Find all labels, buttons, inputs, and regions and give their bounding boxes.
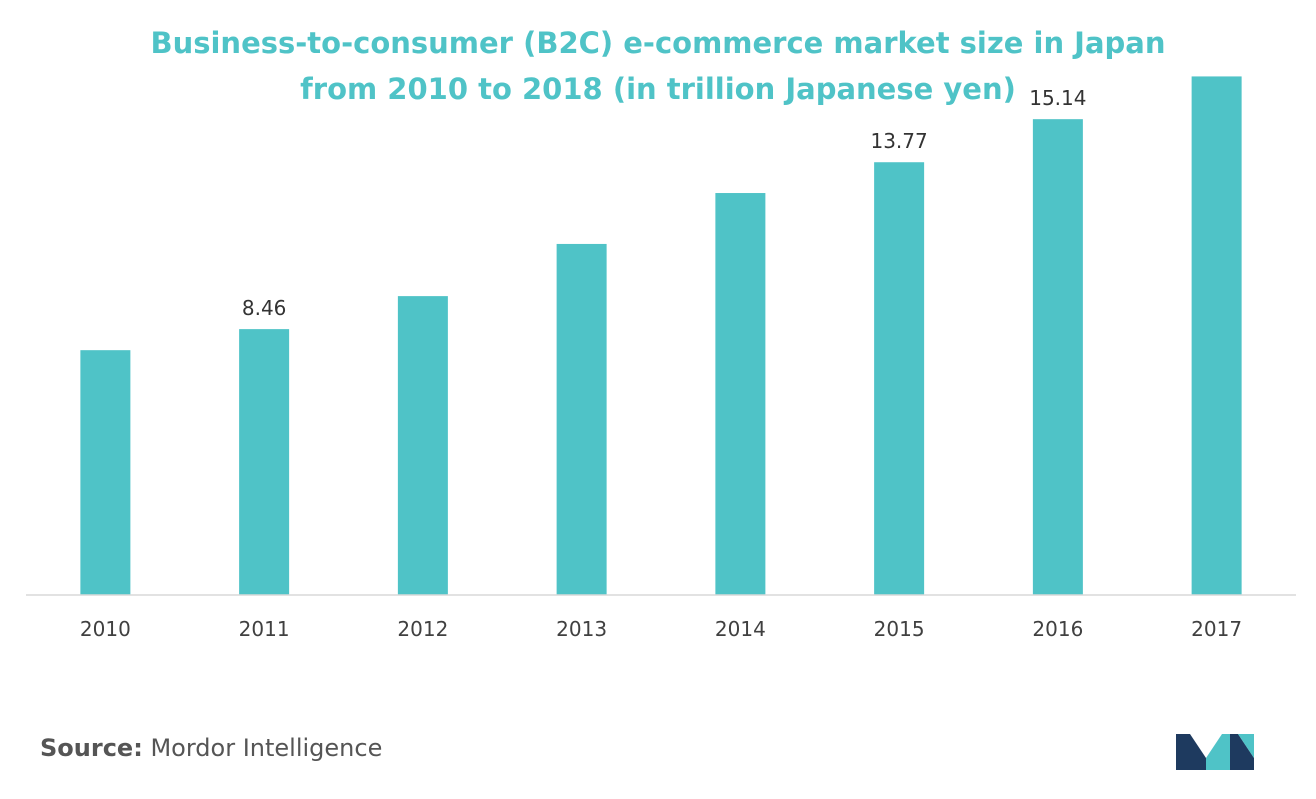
data-label-2015: 13.77 — [870, 129, 927, 153]
bar-2016 — [1032, 119, 1083, 596]
source-text: Mordor Intelligence — [150, 734, 383, 762]
data-label-2016: 15.14 — [1029, 86, 1086, 110]
bar-2012 — [397, 296, 448, 595]
source-note: Source: Mordor Intelligence — [40, 734, 382, 762]
bar-2013 — [556, 243, 607, 595]
x-tick-label-2010: 2010 — [80, 617, 131, 641]
bar-2010 — [80, 350, 131, 595]
chart-title-line-1: Business-to-consumer (B2C) e-commerce ma… — [150, 26, 1166, 60]
bar-2014 — [715, 193, 766, 595]
x-tick-label-2017: 2017 — [1191, 617, 1242, 641]
data-label-2011: 8.46 — [242, 296, 287, 320]
bar-2015 — [874, 162, 925, 595]
bar-2017 — [1191, 76, 1242, 595]
x-tick-label-2012: 2012 — [397, 617, 448, 641]
bar-2011 — [239, 329, 290, 595]
x-tick-label-2014: 2014 — [715, 617, 766, 641]
bar-chart: 2010 8.46 2011 2012 2013 2014 13.77 2015 15.14 20… — [26, 76, 1296, 641]
x-tick-label-2015: 2015 — [874, 617, 925, 641]
x-tick-label-2011: 2011 — [239, 617, 290, 641]
source-label: Source: — [40, 734, 143, 762]
mordor-intelligence-logo — [1176, 734, 1254, 770]
chart-title: Business-to-consumer (B2C) e-commerce ma… — [60, 20, 1256, 112]
chart-title-line-2: from 2010 to 2018 (in trillion Japanese … — [300, 72, 1016, 106]
x-tick-label-2013: 2013 — [556, 617, 607, 641]
x-tick-label-2016: 2016 — [1032, 617, 1083, 641]
